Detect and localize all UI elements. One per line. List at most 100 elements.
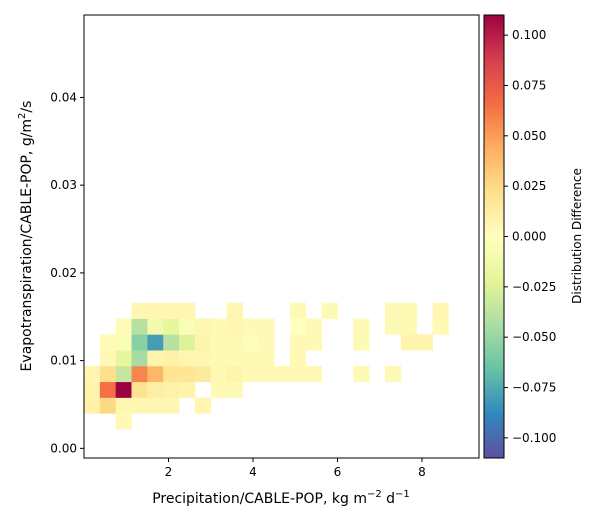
heatmap-cell [353,334,370,351]
heatmap-cell [194,365,212,383]
heatmap-cell [210,365,227,383]
heatmap-cell [179,365,196,383]
colorbar-tick-label: 0.100 [512,28,546,42]
heatmap-cell [210,334,227,351]
heatmap-cell [242,318,259,335]
heatmap-cell [131,397,148,414]
heatmap-cell [242,350,259,367]
heatmap-cell [163,350,180,367]
colorbar [484,15,504,458]
heatmap-cell [179,318,196,335]
heatmap-cell [131,302,148,319]
x-tick-label: 8 [418,465,426,479]
heatmap-cell [147,302,164,319]
colorbar-tick-label: 0.025 [512,179,546,193]
heatmap-cell [99,397,117,414]
colorbar-tick-label: 0.050 [512,129,546,143]
y-tick-label: 0.01 [50,354,77,368]
heatmap-cell [147,334,164,351]
colorbar-tick-label: −0.050 [512,330,556,344]
heatmap-cell [115,365,132,383]
heatmap-cell [385,318,402,335]
heatmap-cell [147,381,164,398]
heatmap-cell [147,365,164,383]
heatmap-cell [432,302,449,319]
heatmap-cell [115,318,132,335]
colorbar-label: Distribution Difference [570,168,584,304]
heatmap-cell [179,302,196,319]
heatmap-cell [131,334,148,351]
heatmap-cell [305,365,323,383]
heatmap-cell [210,318,227,335]
colorbar-tick-label: −0.075 [512,381,556,395]
heatmap-cell [84,397,101,414]
heatmap-cell [115,381,132,398]
heatmap-cell [385,365,402,383]
heatmap-cell [289,350,307,367]
heatmap-cell [163,381,180,398]
heatmap-cell [115,350,132,367]
heatmap-cell [179,350,196,367]
x-axis-label: Precipitation/CABLE-POP, kg m−2 d−1 [152,489,410,507]
heatmap-cell [289,365,307,383]
heatmap-cell [147,318,164,335]
x-tick-label: 6 [334,465,342,479]
heatmap-cells [84,302,449,430]
y-axis-ticks: 0.00 0.01 0.02 0.03 0.04 [50,90,84,455]
heatmap-cell [226,365,243,383]
heatmap-cell [179,334,196,351]
heatmap-cell [210,350,227,367]
heatmap-cell [115,334,132,351]
heatmap-cell [353,318,370,335]
heatmap-cell [99,365,117,383]
heatmap-cell [242,334,259,351]
y-tick-label: 0.02 [50,266,77,280]
heatmap-cell [258,334,275,351]
heatmap-cell [226,334,243,351]
heatmap-cell [305,318,323,335]
heatmap-cell [194,334,212,351]
y-tick-label: 0.03 [50,178,77,192]
x-tick-label: 2 [165,465,173,479]
heatmap-cell [194,397,212,414]
heatmap-cell [194,318,212,335]
heatmap-cell [226,302,243,319]
heatmap-cell [163,318,180,335]
colorbar-ticks: 0.100 0.075 0.050 0.025 0.000 −0.025 −0.050 −0.… [504,28,556,445]
heatmap-cell [400,334,418,351]
heatmap-cell [131,350,148,367]
heatmap-cell [274,365,291,383]
heatmap-cell [147,350,164,367]
heatmap-cell [84,365,101,383]
heatmap-cell [226,318,243,335]
heatmap-cell [289,318,307,335]
x-tick-label: 4 [249,465,257,479]
heatmap-cell [258,365,275,383]
heatmap-cell [242,365,259,383]
heatmap-cell [99,350,117,367]
colorbar-tick-label: −0.100 [512,431,556,445]
heatmap-cell [385,302,402,319]
heatmap-cell [131,365,148,383]
heatmap-cell [163,302,180,319]
heatmap-cell [258,350,275,367]
heatmap-cell [163,365,180,383]
heatmap-cell [210,381,227,398]
y-tick-label: 0.04 [50,90,77,104]
heatmap-cell [99,334,117,351]
colorbar-tick-label: 0.075 [512,78,546,92]
heatmap-cell [226,350,243,367]
heatmap-cell [84,381,101,398]
heatmap-cell [115,413,132,430]
heatmap-cell [163,334,180,351]
heatmap-cell [115,397,132,414]
heatmap-cell [289,302,307,319]
heatmap-cell [258,318,275,335]
heatmap-cell [163,397,180,414]
heatmap-cell [226,381,243,398]
heatmap-cell [416,334,433,351]
y-axis-label: Evapotranspiration/CABLE-POP, g/m2/s [17,101,35,372]
heatmap-cell [353,365,370,383]
x-axis-ticks: 2 4 6 8 [165,458,426,479]
